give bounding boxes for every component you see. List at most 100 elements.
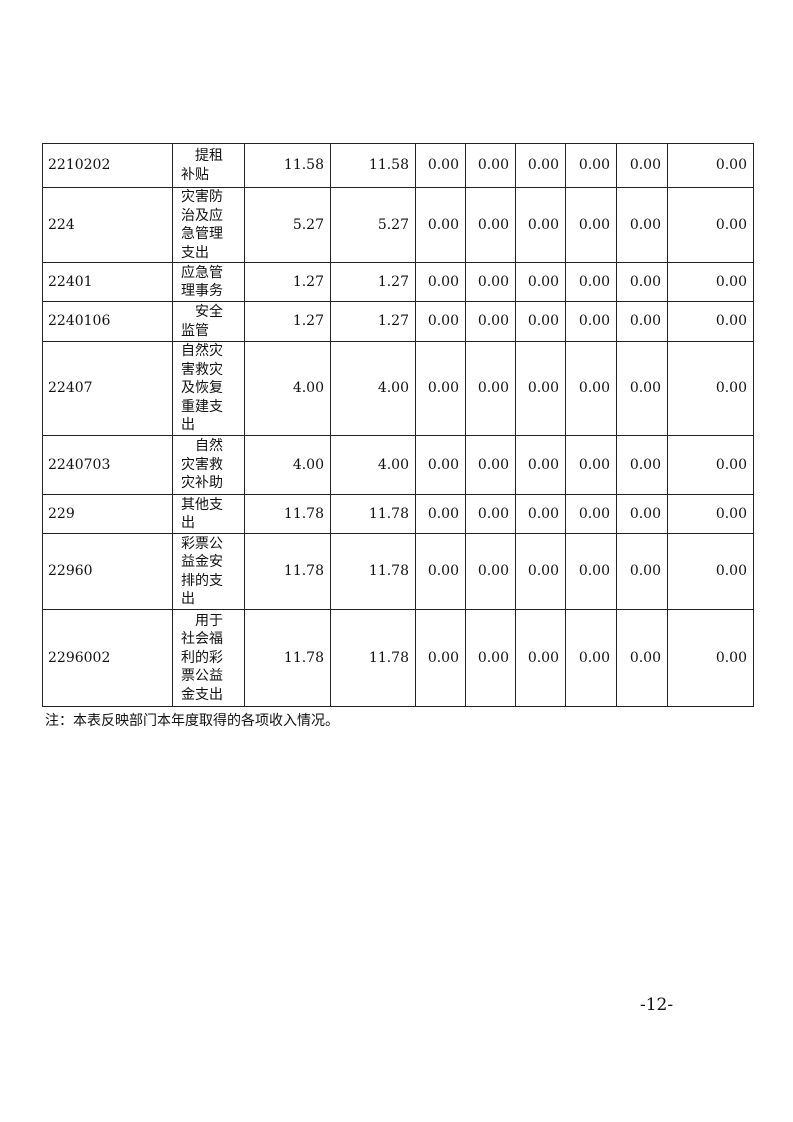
cell-name: 自然灾害救灾补助 [172,435,245,495]
cell-name: 提租补贴 [172,143,245,188]
cell-value: 0.00 [415,341,466,436]
cell-value: 0.00 [616,533,668,610]
cell-value: 5.27 [244,187,331,263]
cell-value: 4.00 [330,435,416,495]
cell-value: 0.00 [415,187,466,263]
cell-value: 0.00 [565,187,617,263]
cell-value: 0.00 [465,533,516,610]
cell-name: 自然灾害救灾及恢复重建支出 [172,341,245,436]
cell-code: 2240106 [42,301,173,342]
table-row: 22401 应急管理事务 1.27 1.27 0.00 0.00 0.00 0.00 0.00 0… [42,262,754,302]
table-row: 229 其他支出 11.78 11.78 0.00 0.00 0.00 0.00 0.00 0.0… [42,494,754,534]
cell-value: 0.00 [465,262,516,302]
cell-value: 11.58 [330,143,416,188]
cell-value: 11.78 [330,494,416,534]
cell-value: 0.00 [515,187,566,263]
cell-value: 0.00 [565,301,617,342]
cell-value: 11.58 [244,143,331,188]
cell-value: 0.00 [565,143,617,188]
cell-value: 0.00 [667,533,754,610]
cell-code: 2240703 [42,435,173,495]
cell-name: 彩票公益金安排的支出 [172,533,245,610]
cell-value: 1.27 [244,262,331,302]
cell-value: 4.00 [330,341,416,436]
cell-value: 0.00 [515,494,566,534]
table-note: 注：本表反映部门本年度取得的各项收入情况。 [45,713,339,729]
cell-name: 安全监管 [172,301,245,342]
income-table: 2210202 提租补贴 11.58 11.58 0.00 0.00 0.00 0.00 0.… [42,143,754,707]
cell-value: 1.27 [330,262,416,302]
table-row: 224 灾害防治及应急管理支出 5.27 5.27 0.00 0.00 0.00 0.00 0.… [42,187,754,263]
cell-value: 0.00 [515,143,566,188]
cell-name: 应急管理事务 [172,262,245,302]
cell-value: 0.00 [667,609,754,707]
cell-value: 0.00 [616,143,668,188]
cell-value: 0.00 [465,143,516,188]
cell-value: 11.78 [244,609,331,707]
cell-value: 0.00 [415,262,466,302]
cell-value: 0.00 [515,435,566,495]
cell-value: 0.00 [565,494,617,534]
cell-value: 0.00 [667,301,754,342]
cell-value: 1.27 [244,301,331,342]
cell-value: 0.00 [616,301,668,342]
cell-name: 灾害防治及应急管理支出 [172,187,245,263]
table-row: 2210202 提租补贴 11.58 11.58 0.00 0.00 0.00 0.00 0.… [42,143,754,188]
cell-value: 0.00 [515,262,566,302]
cell-value: 0.00 [415,533,466,610]
cell-name: 用于社会福利的彩票公益金支出 [172,609,245,707]
cell-value: 11.78 [244,533,331,610]
cell-code: 2210202 [42,143,173,188]
cell-value: 0.00 [667,435,754,495]
cell-value: 0.00 [565,533,617,610]
table-row: 2240106 安全监管 1.27 1.27 0.00 0.00 0.00 0.00 0.00… [42,301,754,342]
cell-value: 0.00 [515,609,566,707]
cell-value: 0.00 [465,187,516,263]
cell-code: 2296002 [42,609,173,707]
cell-value: 11.78 [330,609,416,707]
cell-value: 0.00 [515,533,566,610]
cell-code: 22407 [42,341,173,436]
cell-value: 0.00 [616,341,668,436]
page-number: -12- [640,995,674,1015]
cell-value: 0.00 [465,301,516,342]
cell-code: 22401 [42,262,173,302]
cell-value: 0.00 [465,341,516,436]
cell-code: 22960 [42,533,173,610]
cell-value: 0.00 [515,301,566,342]
cell-value: 5.27 [330,187,416,263]
cell-name: 其他支出 [172,494,245,534]
cell-value: 0.00 [565,262,617,302]
cell-value: 0.00 [616,262,668,302]
table-row: 2240703 自然灾害救灾补助 4.00 4.00 0.00 0.00 0.00 0.00… [42,435,754,495]
cell-value: 11.78 [244,494,331,534]
table-row: 22407 自然灾害救灾及恢复重建支出 4.00 4.00 0.00 0.00 0.00 0.… [42,341,754,436]
cell-value: 0.00 [616,609,668,707]
cell-value: 0.00 [415,494,466,534]
cell-value: 0.00 [415,609,466,707]
cell-value: 0.00 [667,494,754,534]
cell-value: 0.00 [465,435,516,495]
cell-value: 0.00 [667,341,754,436]
cell-value: 11.78 [330,533,416,610]
cell-value: 4.00 [244,341,331,436]
table-row: 22960 彩票公益金安排的支出 11.78 11.78 0.00 0.00 0.00 0.0… [42,533,754,610]
cell-value: 1.27 [330,301,416,342]
cell-value: 0.00 [616,187,668,263]
cell-value: 0.00 [415,301,466,342]
cell-value: 0.00 [565,435,617,495]
cell-value: 0.00 [465,494,516,534]
cell-value: 0.00 [565,341,617,436]
cell-value: 0.00 [616,494,668,534]
cell-value: 0.00 [415,143,466,188]
cell-value: 0.00 [565,609,617,707]
cell-code: 229 [42,494,173,534]
cell-value: 0.00 [667,187,754,263]
cell-value: 0.00 [616,435,668,495]
cell-value: 0.00 [465,609,516,707]
cell-value: 0.00 [667,143,754,188]
cell-value: 0.00 [667,262,754,302]
cell-value: 0.00 [415,435,466,495]
cell-code: 224 [42,187,173,263]
cell-value: 0.00 [515,341,566,436]
